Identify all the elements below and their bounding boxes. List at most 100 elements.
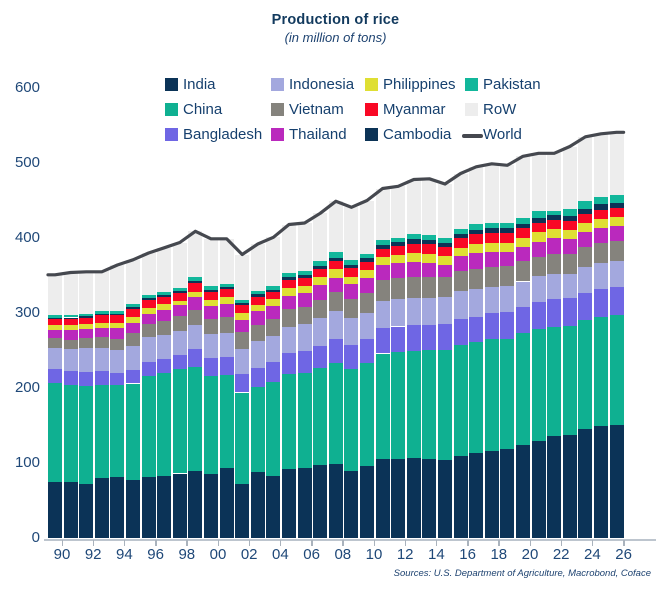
bar-segment-philippines-2020: [516, 237, 530, 247]
bar-segment-vietnam-2003: [250, 324, 265, 342]
bar-segment-myanmar-1995: [126, 309, 140, 318]
bar-segment-china-2001: [219, 374, 234, 469]
x-axis-label: 90: [53, 546, 71, 563]
bar-segment-myanmar-2003: [250, 296, 265, 305]
bar-segment-thailand-2004: [266, 306, 281, 320]
bar-segment-cambodia-1996: [141, 298, 156, 300]
bar-segment-china-2007: [313, 367, 328, 466]
bar-segment-indonesia-2024: [578, 267, 593, 293]
bar-segment-china-2014: [422, 350, 437, 459]
bar-segment-cambodia-2024: [578, 208, 593, 214]
bar-segment-india-1990: [48, 482, 62, 538]
x-axis-label: 02: [240, 546, 258, 563]
x-axis-label: 06: [303, 546, 320, 563]
bar-segment-myanmar-2012: [391, 245, 406, 255]
y-axis-label: 200: [14, 379, 40, 396]
bar-segment-india-2001: [219, 468, 234, 538]
bar-segment-bangladesh-1995: [126, 370, 140, 384]
bar-segment-china-2003: [250, 387, 265, 472]
x-axis-tick: [498, 540, 500, 546]
bar-segment-indonesia-2021: [531, 276, 546, 303]
bar-segment-vietnam-2002: [235, 332, 250, 349]
bar-segment-cambodia-2004: [266, 289, 281, 292]
bar-segment-india-2012: [391, 459, 406, 538]
bar-segment-cambodia-1991: [63, 317, 78, 319]
bar-segment-indonesia-1992: [79, 348, 94, 373]
bar-segment-pakistan-1991: [63, 315, 78, 318]
bar-segment-cambodia-2001: [219, 287, 234, 290]
x-axis-label: 12: [396, 546, 414, 563]
y-axis-label: 500: [14, 154, 40, 171]
bar-segment-china-2013: [406, 351, 421, 458]
bar-segment-india-2005: [282, 469, 296, 538]
bar-segment-vietnam-1991: [63, 339, 78, 350]
bar-segment-vietnam-1995: [126, 333, 140, 346]
bar-segment-cambodia-1990: [48, 317, 62, 319]
bar-segment-india-2025: [594, 426, 608, 538]
x-axis-label: 20: [521, 546, 539, 563]
bar-segment-pakistan-2008: [328, 252, 343, 258]
bar-segment-philippines-2009: [344, 276, 359, 285]
bar-segment-india-2018: [484, 450, 499, 538]
bar-segment-indonesia-2022: [547, 273, 562, 300]
bar-segment-myanmar-1999: [188, 283, 203, 292]
bar-segment-row-1992: [79, 271, 94, 315]
bar-segment-pakistan-1997: [157, 291, 172, 295]
bar-segment-vietnam-2020: [516, 261, 530, 282]
bar-segment-india-2019: [500, 448, 515, 538]
bar-segment-pakistan-2006: [297, 270, 312, 275]
bar-segment-row-2024: [578, 136, 593, 202]
bar-segment-thailand-2024: [578, 232, 593, 248]
bar-segment-pakistan-2011: [375, 240, 390, 245]
bar-segment-cambodia-2021: [531, 218, 546, 224]
bar-segment-thailand-2018: [484, 251, 499, 267]
bar-segment-india-2016: [453, 455, 468, 538]
bar-segment-bangladesh-1992: [79, 372, 94, 386]
bar-segment-china-2021: [531, 329, 546, 441]
bar-segment-row-1999: [188, 231, 203, 278]
bar-segment-vietnam-2007: [313, 300, 328, 319]
bar-segment-cambodia-2005: [282, 277, 296, 281]
bar-segment-bangladesh-1994: [110, 372, 125, 386]
bar-segment-indonesia-2014: [422, 297, 437, 325]
bar-segment-india-1997: [157, 476, 172, 538]
bar-segment-philippines-1993: [94, 322, 109, 328]
bar-segment-cambodia-2022: [547, 214, 562, 220]
bar-segment-vietnam-2010: [360, 293, 374, 313]
bar-segment-vietnam-2018: [484, 266, 499, 288]
legend-label: World: [483, 126, 522, 143]
bar-segment-vietnam-2026: [609, 241, 624, 262]
bar-segment-indonesia-2025: [594, 262, 608, 289]
bar-segment-thailand-2009: [344, 284, 359, 300]
bar-segment-thailand-2014: [422, 262, 437, 277]
legend-label: Indonesia: [289, 76, 355, 93]
bar-segment-philippines-1998: [172, 300, 187, 305]
bar-segment-cambodia-2016: [453, 233, 468, 239]
bar-segment-china-1992: [79, 385, 94, 484]
bar-segment-myanmar-2017: [469, 234, 484, 245]
bar-segment-myanmar-1994: [110, 314, 125, 324]
bar-segment-philippines-2021: [531, 232, 546, 242]
bar-segment-thailand-2011: [375, 265, 390, 281]
bar-segment-cambodia-2012: [391, 241, 406, 246]
x-axis-label: 24: [584, 546, 601, 563]
bar-segment-cambodia-2015: [438, 242, 452, 248]
bar-segment-philippines-1992: [79, 324, 94, 329]
bar-segment-india-2000: [204, 474, 218, 538]
bar-segment-pakistan-2005: [282, 273, 296, 278]
bar-segment-indonesia-2001: [219, 332, 234, 357]
bar-segment-thailand-1992: [79, 328, 94, 338]
bar-segment-philippines-2026: [609, 217, 624, 227]
x-axis-tick: [311, 540, 313, 546]
bar-segment-row-2021: [531, 153, 546, 212]
bar-segment-china-2026: [609, 315, 624, 425]
bar-segment-row-2023: [562, 146, 577, 209]
bar-segment-vietnam-1993: [94, 336, 109, 348]
bar-segment-indonesia-2011: [375, 300, 390, 329]
bar-segment-cambodia-2010: [360, 257, 374, 262]
bar-segment-china-1999: [188, 366, 203, 471]
bar-segment-pakistan-2010: [360, 253, 374, 258]
bar-segment-row-2011: [375, 188, 390, 241]
bar-segment-philippines-2001: [219, 297, 234, 304]
bar-segment-vietnam-2013: [406, 276, 421, 299]
